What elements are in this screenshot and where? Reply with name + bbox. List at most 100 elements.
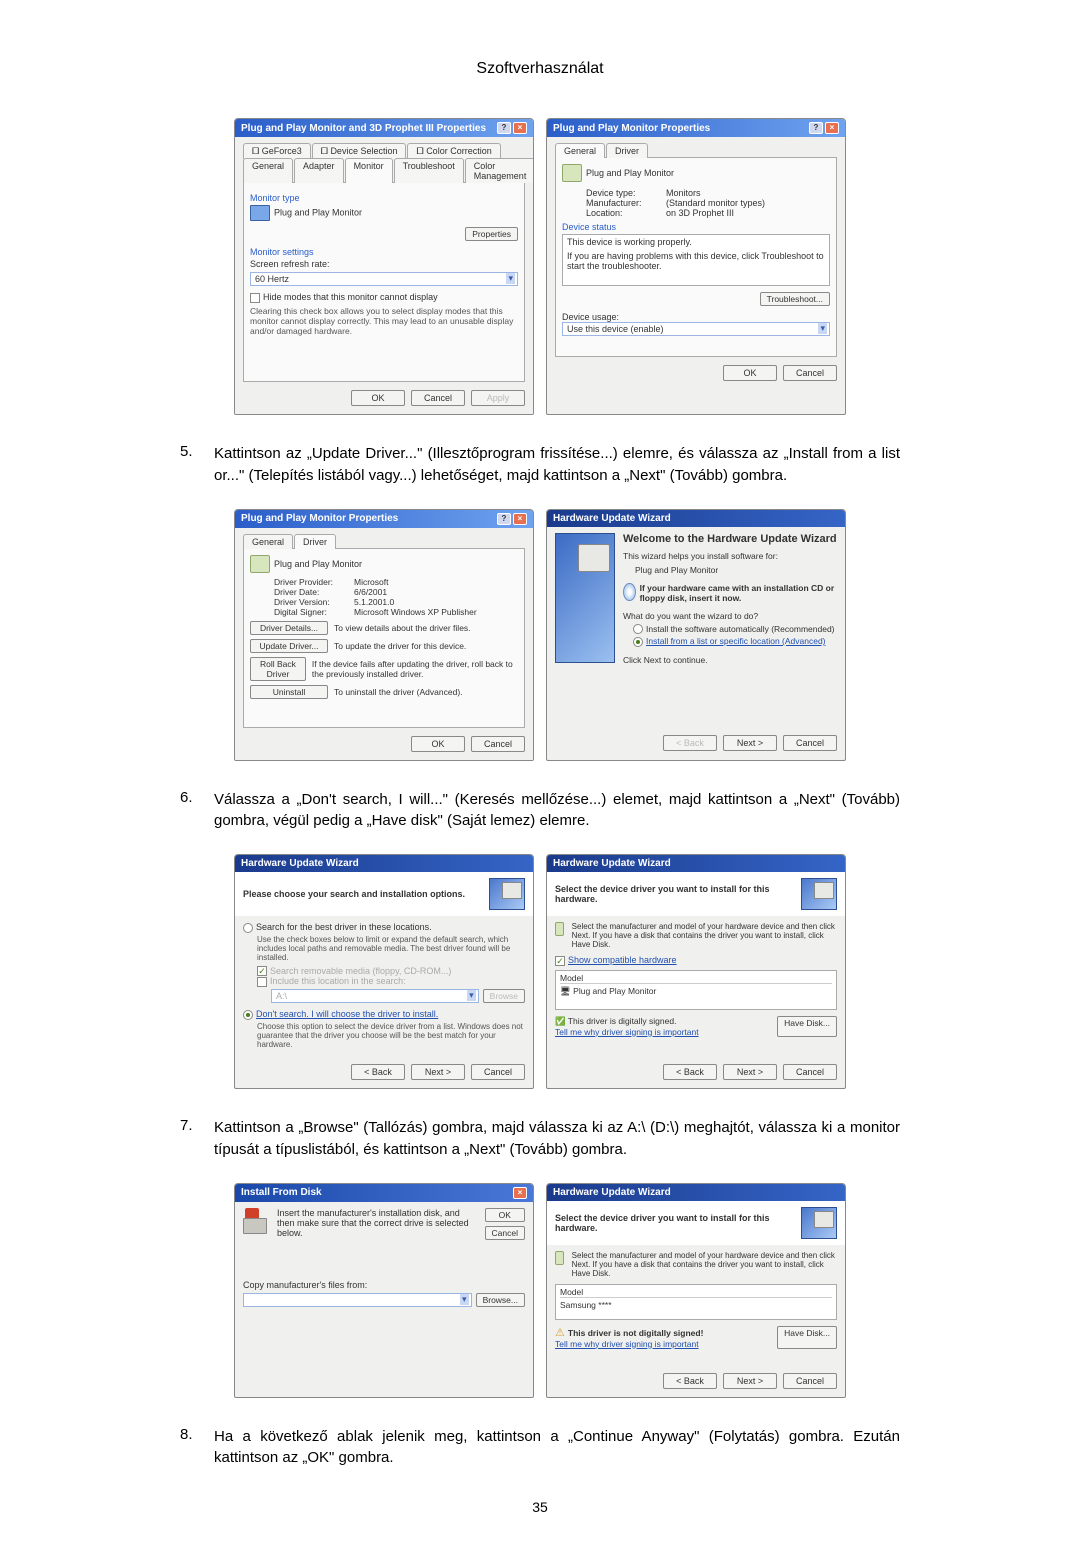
tab-device-selection[interactable]: 🞑 Device Selection: [312, 143, 407, 159]
step-8: 8. Ha a következő ablak jelenik meg, kat…: [180, 1426, 900, 1470]
window-buttons: ? ×: [497, 122, 527, 134]
tab-color-correction[interactable]: 🞑 Color Correction: [407, 143, 500, 159]
properties-button[interactable]: Properties: [465, 227, 518, 241]
cancel-button[interactable]: Cancel: [783, 1064, 837, 1080]
dlg-pnp-monitor-props-general: Plug and Play Monitor Properties ?× Gene…: [546, 118, 846, 415]
figure-row-1: Plug and Play Monitor and 3D Prophet III…: [180, 118, 900, 415]
step-6: 6. Válassza a „Don't search, I will..." …: [180, 789, 900, 833]
opt-auto-radio[interactable]: [633, 624, 643, 634]
tab-general[interactable]: General: [555, 143, 605, 158]
cancel-button[interactable]: Cancel: [411, 390, 465, 406]
cancel-button[interactable]: Cancel: [783, 735, 837, 751]
disk-icon: [243, 1208, 269, 1234]
next-button[interactable]: Next >: [723, 1064, 777, 1080]
cancel-button[interactable]: Cancel: [485, 1226, 525, 1240]
ok-button[interactable]: OK: [351, 390, 405, 406]
browse-button: Browse: [483, 989, 525, 1003]
tab-troubleshoot[interactable]: Troubleshoot: [394, 158, 464, 183]
figure-row-3: Hardware Update Wizard Please choose you…: [180, 854, 900, 1089]
back-button[interactable]: < Back: [663, 1064, 717, 1080]
wizard-icon: [801, 1207, 837, 1239]
tab-monitor[interactable]: Monitor: [345, 158, 393, 183]
opt-list-radio[interactable]: [633, 637, 643, 647]
cancel-button[interactable]: Cancel: [471, 1064, 525, 1080]
wizard-icon: [489, 878, 525, 910]
tab-driver[interactable]: Driver: [294, 534, 336, 549]
device-usage-dropdown[interactable]: Use this device (enable): [562, 322, 830, 336]
wizard-side-graphic: [555, 533, 615, 663]
titlebar: Plug and Play Monitor Properties ?×: [547, 119, 845, 137]
dlg-install-from-disk: Install From Disk× Insert the manufactur…: [234, 1183, 534, 1398]
page-number: 35: [180, 1499, 900, 1515]
next-button[interactable]: Next >: [411, 1064, 465, 1080]
next-button[interactable]: Next >: [723, 735, 777, 751]
next-button[interactable]: Next >: [723, 1373, 777, 1389]
monitor-type-label: Monitor type: [250, 193, 518, 203]
page-title: Szoftverhasználat: [180, 60, 900, 78]
figure-row-2: Plug and Play Monitor Properties?× Gener…: [180, 509, 900, 761]
signing-link[interactable]: Tell me why driver signing is important: [555, 1027, 699, 1037]
tab-color-mgmt[interactable]: Color Management: [465, 158, 534, 183]
step-number: 5.: [180, 443, 196, 487]
device-icon: [250, 555, 270, 573]
ok-button[interactable]: OK: [723, 365, 777, 381]
driver-details-button[interactable]: Driver Details...: [250, 621, 328, 635]
have-disk-button[interactable]: Have Disk...: [777, 1016, 837, 1037]
uninstall-button[interactable]: Uninstall: [250, 685, 328, 699]
wizard-icon: [801, 878, 837, 910]
cd-icon: [623, 583, 636, 601]
apply-button: Apply: [471, 390, 525, 406]
hide-modes-desc: Clearing this check box allows you to se…: [250, 306, 518, 336]
hide-modes-check[interactable]: [250, 293, 260, 303]
tab-adapter[interactable]: Adapter: [294, 158, 344, 183]
cancel-button[interactable]: Cancel: [471, 736, 525, 752]
help-icon[interactable]: ?: [809, 122, 823, 134]
tab-geforce3[interactable]: 🞑 GeForce3: [243, 143, 311, 159]
opt-search-radio[interactable]: [243, 923, 253, 933]
dlg-hw-wizard-select-driver-2: Hardware Update Wizard Select the device…: [546, 1183, 846, 1398]
tab-general[interactable]: General: [243, 158, 293, 183]
device-icon: [555, 922, 564, 936]
dlg-hw-wizard-welcome: Hardware Update Wizard Welcome to the Ha…: [546, 509, 846, 761]
copy-path-dropdown[interactable]: [243, 1293, 472, 1307]
rollback-button[interactable]: Roll Back Driver: [250, 657, 306, 681]
opt-dont-search-radio[interactable]: [243, 1010, 253, 1020]
back-button: < Back: [663, 735, 717, 751]
tab-driver[interactable]: Driver: [606, 143, 648, 158]
close-icon[interactable]: ×: [513, 513, 527, 525]
signing-link[interactable]: Tell me why driver signing is important: [555, 1339, 703, 1349]
have-disk-button[interactable]: Have Disk...: [777, 1326, 837, 1349]
close-icon[interactable]: ×: [513, 122, 527, 134]
ok-button[interactable]: OK: [411, 736, 465, 752]
dlg-pnp-3d-props: Plug and Play Monitor and 3D Prophet III…: [234, 118, 534, 415]
troubleshoot-button[interactable]: Troubleshoot...: [760, 292, 830, 306]
dlg-pnp-driver-tab: Plug and Play Monitor Properties?× Gener…: [234, 509, 534, 761]
help-icon[interactable]: ?: [497, 122, 511, 134]
ok-button[interactable]: OK: [485, 1208, 525, 1222]
close-icon[interactable]: ×: [825, 122, 839, 134]
warning-icon: ⚠: [555, 1327, 565, 1339]
figure-row-4: Install From Disk× Insert the manufactur…: [180, 1183, 900, 1398]
close-icon[interactable]: ×: [513, 1187, 527, 1199]
title-text: Plug and Play Monitor and 3D Prophet III…: [241, 123, 486, 134]
browse-button[interactable]: Browse...: [476, 1293, 525, 1307]
cancel-button[interactable]: Cancel: [783, 365, 837, 381]
path-dropdown: A:\: [271, 989, 479, 1003]
cancel-button[interactable]: Cancel: [783, 1373, 837, 1389]
chk-include-loc: [257, 977, 267, 987]
device-icon: [562, 164, 582, 182]
step-7: 7. Kattintson a „Browse" (Tallózás) gomb…: [180, 1117, 900, 1161]
tab-general[interactable]: General: [243, 534, 293, 549]
refresh-label: Screen refresh rate:: [250, 259, 518, 269]
titlebar: Plug and Play Monitor and 3D Prophet III…: [235, 119, 533, 137]
device-icon: [555, 1251, 564, 1265]
back-button[interactable]: < Back: [663, 1373, 717, 1389]
help-icon[interactable]: ?: [497, 513, 511, 525]
update-driver-button[interactable]: Update Driver...: [250, 639, 328, 653]
monitor-settings-label: Monitor settings: [250, 247, 518, 257]
back-button[interactable]: < Back: [351, 1064, 405, 1080]
refresh-dropdown[interactable]: 60 Hertz: [250, 272, 518, 286]
monitor-icon: [250, 205, 270, 221]
chk-removable: [257, 966, 267, 976]
chk-compat[interactable]: [555, 956, 565, 966]
